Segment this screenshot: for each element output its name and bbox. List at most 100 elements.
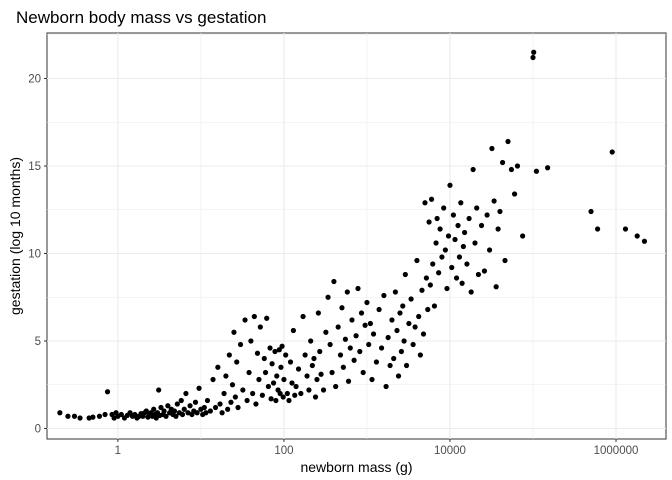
data-point (329, 369, 335, 376)
minor-gridlines (47, 33, 666, 439)
data-point (420, 331, 427, 337)
data-point (337, 352, 344, 358)
data-point (445, 233, 452, 239)
data-point (385, 334, 391, 341)
data-point (394, 327, 400, 334)
data-point (481, 268, 488, 274)
data-point (373, 359, 380, 365)
data-point (395, 373, 402, 379)
data-point (403, 362, 410, 369)
data-point (90, 414, 96, 420)
data-point (594, 226, 601, 232)
data-point (269, 361, 275, 367)
data-point (187, 403, 193, 409)
data-point (378, 345, 385, 351)
data-point (349, 317, 355, 323)
data-point (257, 324, 263, 330)
data-point (434, 215, 440, 222)
data-point (531, 49, 537, 55)
data-point (412, 324, 418, 330)
data-point (436, 270, 442, 276)
data-point (179, 411, 186, 418)
data-point (65, 413, 71, 419)
data-point (391, 355, 397, 362)
data-point (254, 350, 261, 356)
data-point (456, 254, 463, 260)
data-point (486, 247, 493, 253)
x-axis-title: newborn mass (g) (300, 459, 412, 475)
data-point (351, 357, 357, 363)
data-point (450, 212, 457, 218)
data-point (212, 404, 219, 411)
data-point (468, 289, 474, 295)
data-point (358, 310, 365, 316)
data-point (417, 352, 423, 358)
data-point (414, 257, 420, 264)
data-point (433, 240, 439, 246)
data-point (153, 415, 159, 421)
data-point (102, 411, 108, 418)
data-point (273, 397, 279, 404)
data-point (306, 387, 312, 393)
data-point (400, 303, 406, 309)
data-point (511, 191, 518, 197)
data-point (470, 166, 476, 173)
data-point (277, 390, 283, 397)
data-point (315, 310, 321, 316)
data-point (174, 401, 180, 407)
data-point (228, 399, 234, 405)
data-point (641, 238, 648, 244)
data-point (223, 373, 229, 379)
data-point (502, 257, 508, 264)
data-point (284, 390, 290, 397)
data-point (362, 322, 368, 328)
data-point (444, 285, 450, 292)
data-point (232, 394, 238, 400)
data-point (251, 313, 257, 320)
data-point (331, 278, 337, 285)
data-point (183, 390, 189, 397)
data-point (290, 327, 296, 334)
data-point (215, 364, 221, 370)
data-point (441, 205, 447, 211)
data-point (410, 341, 416, 348)
data-point (300, 313, 306, 320)
data-point (530, 54, 536, 61)
data-point (314, 376, 320, 383)
y-tick-label: 5 (35, 336, 41, 348)
data-point (355, 285, 361, 292)
data-point (250, 390, 256, 397)
data-point (210, 376, 216, 383)
data-point (339, 305, 345, 311)
data-point (323, 329, 329, 335)
data-point (253, 401, 259, 407)
data-point (452, 236, 458, 243)
data-point (283, 352, 289, 358)
data-point (240, 387, 246, 393)
data-point (364, 299, 370, 306)
data-point (489, 145, 495, 152)
data-point (335, 324, 341, 330)
data-point (302, 352, 308, 358)
data-point (514, 163, 521, 169)
data-point (520, 233, 526, 239)
data-point (244, 397, 250, 404)
data-point (311, 355, 317, 362)
data-point (342, 336, 348, 342)
data-point (234, 359, 240, 365)
data-point (225, 406, 231, 412)
data-point (634, 233, 640, 239)
data-point (278, 364, 284, 370)
data-point (340, 364, 346, 370)
plot-panel (46, 32, 667, 440)
data-point (460, 243, 466, 250)
data-point (242, 317, 248, 323)
y-tick-label: 0 (35, 424, 41, 436)
data-point (422, 200, 428, 206)
data-point (327, 341, 333, 348)
data-point (360, 369, 366, 376)
data-point (194, 410, 200, 416)
data-point (204, 397, 211, 404)
y-axis: 0 5 10 15 20 (28, 74, 47, 436)
